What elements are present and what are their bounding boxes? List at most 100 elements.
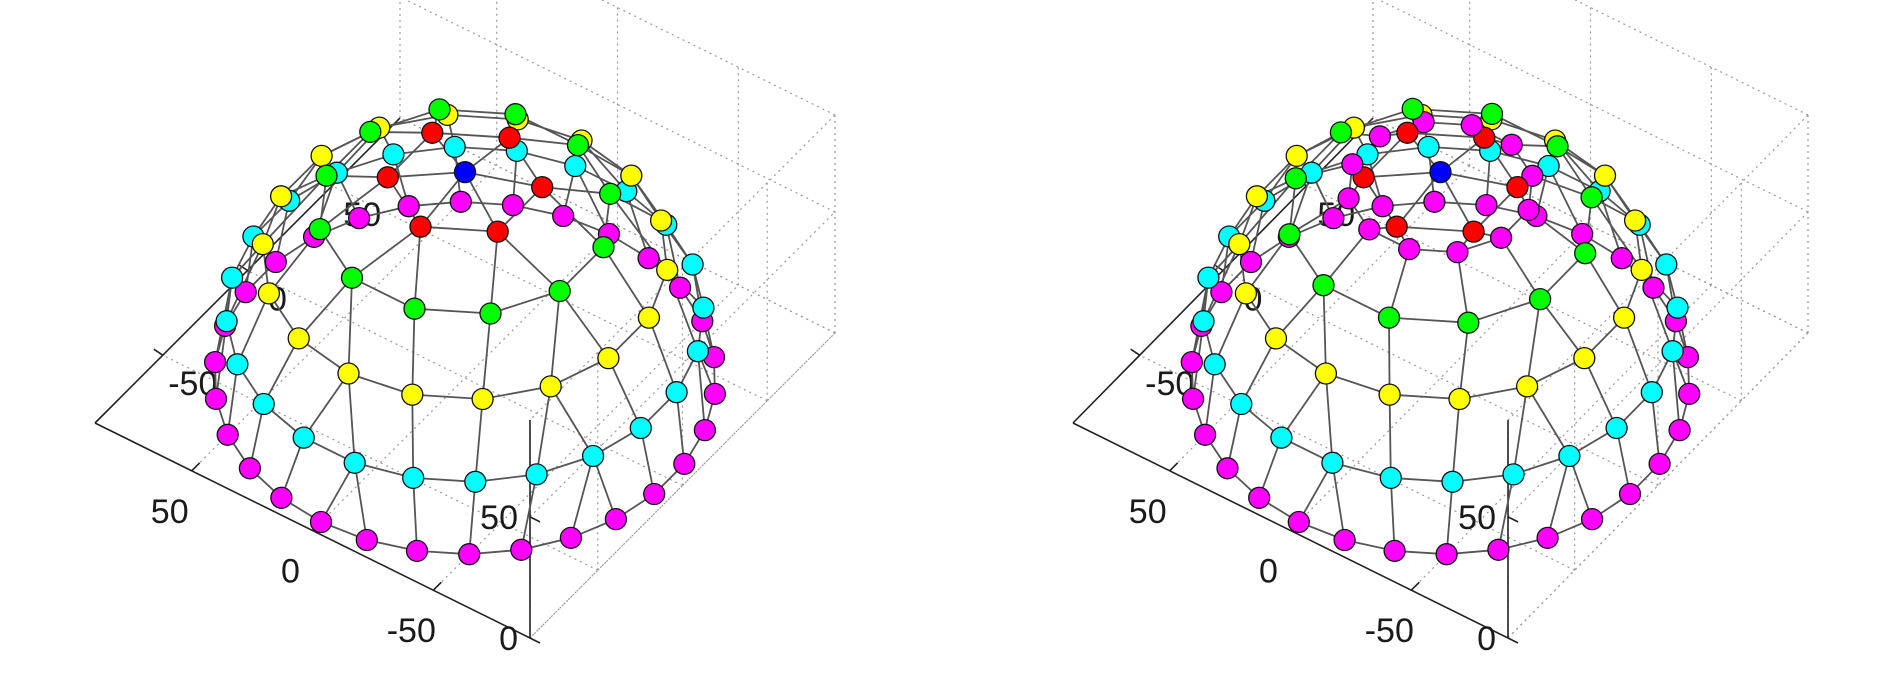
spoke-mesh-line bbox=[1456, 251, 1470, 323]
data-point-ring-5 bbox=[510, 538, 533, 561]
data-point-ring-6 bbox=[1423, 190, 1446, 213]
spoke-mesh-line bbox=[1526, 385, 1571, 457]
spoke-mesh-line bbox=[1497, 474, 1515, 550]
spoke-mesh-line bbox=[558, 290, 610, 359]
data-point-ring-3 bbox=[251, 232, 274, 256]
spoke-mesh-line bbox=[580, 139, 627, 192]
data-point-ring-5 bbox=[1537, 154, 1560, 178]
spoke-mesh-line bbox=[1671, 351, 1681, 431]
data-point-ring-4 bbox=[220, 266, 244, 289]
spoke-mesh-line bbox=[1500, 237, 1541, 300]
spoke-mesh-line bbox=[1388, 394, 1392, 478]
spoke-mesh-line bbox=[411, 394, 415, 478]
data-point-ring-2 bbox=[1489, 226, 1513, 249]
data-point-ring-2 bbox=[1460, 113, 1483, 137]
grid-line bbox=[1139, 354, 1575, 571]
x-tick-mark bbox=[432, 581, 442, 591]
spoke-mesh-line bbox=[639, 427, 656, 495]
data-point-ring-4 bbox=[292, 426, 315, 449]
data-point-ring-6 bbox=[1668, 418, 1691, 442]
spoke-mesh-line bbox=[1325, 373, 1334, 463]
data-point-ring-2 bbox=[315, 164, 338, 187]
data-point-ring-5 bbox=[1441, 470, 1464, 493]
data-point-ring-5 bbox=[1558, 444, 1581, 468]
data-point-ring-6 bbox=[1580, 507, 1604, 531]
data-point-ring-5 bbox=[673, 452, 696, 476]
data-point-ring-1 bbox=[1462, 220, 1485, 243]
data-point-ring-6 bbox=[1287, 510, 1310, 534]
data-point-ring-5 bbox=[668, 276, 692, 299]
data-point-ring-5 bbox=[449, 190, 472, 213]
spoke-mesh-line bbox=[1439, 171, 1475, 233]
data-point-ring-4 bbox=[1378, 383, 1401, 406]
data-point-ring-5 bbox=[238, 457, 262, 480]
data-point-ring-4 bbox=[252, 392, 275, 416]
spoke-mesh-line bbox=[1298, 462, 1334, 523]
data-point-ring-2 bbox=[308, 217, 331, 241]
x-tick-label: -50 bbox=[387, 612, 436, 650]
data-point-ring-4 bbox=[443, 135, 466, 159]
data-point-ring-3 bbox=[1574, 242, 1597, 265]
data-point-ring-3 bbox=[1546, 135, 1569, 158]
data-point-ring-3 bbox=[656, 258, 679, 282]
data-point-ring-4 bbox=[581, 444, 605, 468]
data-point-ring-5 bbox=[1270, 426, 1293, 449]
data-point-ring-3 bbox=[337, 362, 360, 385]
spoke-mesh-line bbox=[468, 481, 477, 555]
data-point-ring-4 bbox=[1285, 144, 1308, 168]
spoke-mesh-line bbox=[1547, 165, 1584, 235]
data-point-ring-4 bbox=[1593, 164, 1617, 187]
spoke-mesh-line bbox=[1445, 481, 1454, 555]
data-point-ring-4 bbox=[402, 466, 425, 490]
data-point-ring-3 bbox=[1284, 167, 1307, 190]
data-point-ring-2 bbox=[403, 297, 426, 320]
data-point-ring-3 bbox=[1401, 97, 1424, 121]
z-tick-label: 0 bbox=[1477, 620, 1496, 658]
spoke-mesh-line bbox=[1583, 357, 1618, 429]
data-point-ring-4 bbox=[1612, 306, 1636, 329]
data-point-ring-5 bbox=[264, 250, 287, 274]
spoke-mesh-line bbox=[320, 462, 356, 523]
data-point-ring-5 bbox=[355, 528, 378, 552]
spoke-mesh-line bbox=[489, 231, 499, 314]
data-point-ring-4 bbox=[1264, 327, 1288, 350]
data-point-ring-5 bbox=[1321, 451, 1344, 474]
data-point-ring-5 bbox=[1605, 416, 1628, 440]
data-point-ring-6 bbox=[1383, 539, 1406, 563]
data-point-ring-3 bbox=[287, 327, 310, 350]
data-point-ring-4 bbox=[226, 353, 249, 376]
spoke-mesh-line bbox=[697, 351, 706, 431]
data-point-ring-6 bbox=[1180, 350, 1203, 374]
data-point-ring-4 bbox=[681, 253, 704, 276]
data-point-ring-6 bbox=[1648, 452, 1671, 476]
data-point-ring-6 bbox=[1371, 195, 1394, 218]
spoke-mesh-line bbox=[1451, 398, 1461, 482]
x-tick-label: -50 bbox=[1365, 612, 1414, 650]
spoke-mesh-line bbox=[1440, 171, 1518, 188]
spoke-mesh-line bbox=[1213, 293, 1247, 365]
spoke-mesh-line bbox=[1288, 197, 1350, 236]
spoke-mesh-line bbox=[574, 165, 610, 235]
data-point-ring-6 bbox=[1181, 387, 1205, 411]
data-point-ring-5 bbox=[1417, 135, 1440, 159]
data-point-ring-4 bbox=[1573, 346, 1596, 370]
data-point-ring-5 bbox=[604, 507, 628, 531]
data-point-ring-3 bbox=[1528, 287, 1552, 311]
spoke-mesh-line bbox=[535, 386, 552, 475]
data-point-ring-5 bbox=[637, 247, 660, 270]
data-point-ring-2 bbox=[566, 133, 590, 157]
data-point-ring-1 bbox=[421, 121, 444, 144]
data-point-ring-3 bbox=[1278, 223, 1301, 246]
data-point-ring-5 bbox=[234, 280, 257, 304]
data-point-ring-2 bbox=[1337, 187, 1360, 210]
data-point-ring-3 bbox=[620, 164, 643, 187]
spoke-mesh-line bbox=[1275, 284, 1325, 339]
spoke-mesh-line bbox=[1363, 171, 1441, 179]
data-point-ring-5 bbox=[559, 526, 583, 550]
data-point-ring-6 bbox=[1435, 543, 1458, 566]
data-point-ring-2 bbox=[592, 236, 615, 259]
data-point-ring-3 bbox=[597, 346, 620, 370]
data-point-ring-2 bbox=[1358, 218, 1381, 241]
